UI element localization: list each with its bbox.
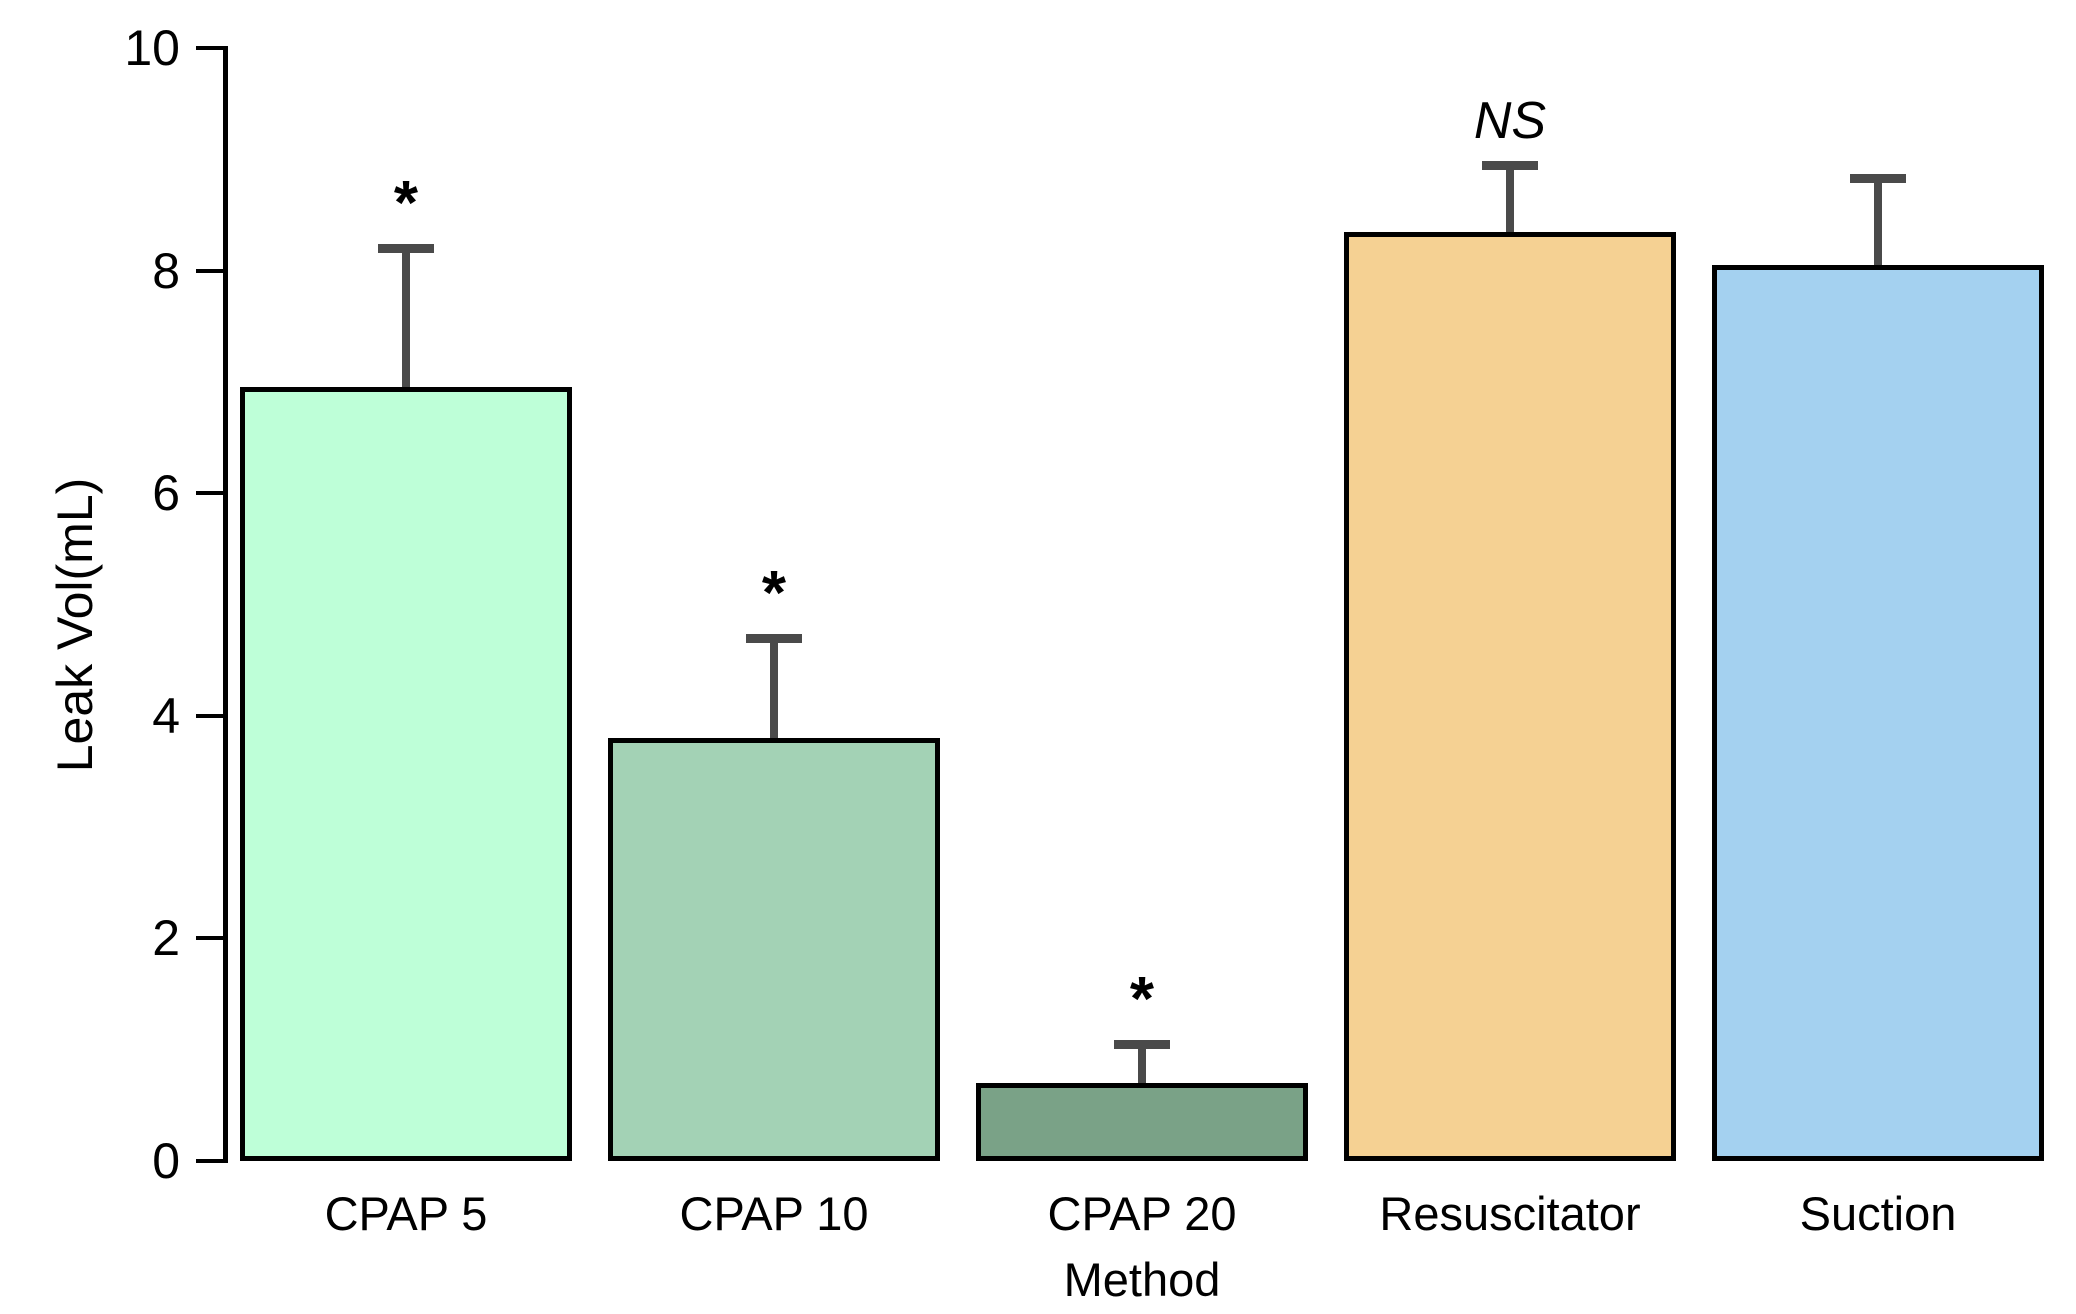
y-tick-mark	[196, 1159, 226, 1163]
y-tick-mark	[196, 936, 226, 941]
bar-resuscitator	[1344, 231, 1676, 1161]
significance-annotation: *	[393, 169, 419, 239]
y-tick-mark	[196, 491, 226, 496]
bar-cpap-20	[976, 1083, 1308, 1161]
y-tick-label: 0	[152, 1133, 180, 1189]
error-bar-stem	[1138, 1044, 1146, 1088]
error-bar-cap	[1482, 160, 1538, 170]
y-tick-label: 10	[124, 20, 180, 76]
error-bar-stem	[1506, 164, 1514, 236]
error-bar-stem	[1874, 178, 1882, 270]
x-tick-label: CPAP 10	[679, 1187, 869, 1240]
y-tick-label: 6	[152, 465, 180, 522]
y-tick-mark	[196, 268, 226, 273]
error-bar-cap	[1114, 1040, 1170, 1050]
x-tick-label: Suction	[1799, 1187, 1957, 1240]
error-bar-cap	[1850, 174, 1906, 184]
y-tick-label: 8	[152, 242, 180, 299]
x-axis-title: Method	[1063, 1253, 1221, 1306]
error-bar-stem	[402, 248, 410, 392]
error-bar-stem	[770, 637, 778, 743]
x-tick-label: CPAP 20	[1047, 1187, 1237, 1240]
y-tick-label: 4	[152, 687, 180, 744]
bar-cpap-5	[240, 387, 572, 1161]
error-bar-cap	[746, 633, 802, 643]
y-tick-mark	[196, 46, 226, 50]
y-axis-title: Leak Vol(mL)	[47, 477, 103, 773]
bar-suction	[1712, 265, 2044, 1161]
significance-annotation: NS	[1473, 91, 1547, 150]
significance-annotation: *	[1129, 965, 1155, 1035]
x-tick-label: Resuscitator	[1379, 1187, 1641, 1240]
x-tick-label: CPAP 5	[324, 1187, 488, 1240]
error-bar-cap	[378, 244, 434, 254]
significance-annotation: *	[761, 558, 787, 628]
bar-cpap-10	[608, 738, 940, 1161]
y-tick-label: 2	[152, 910, 180, 967]
y-tick-mark	[196, 713, 226, 718]
y-axis-line	[223, 46, 228, 1163]
